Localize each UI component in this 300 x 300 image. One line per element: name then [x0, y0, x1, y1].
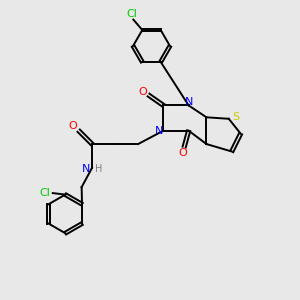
- Text: O: O: [68, 121, 77, 131]
- Text: Cl: Cl: [39, 188, 50, 198]
- Text: N: N: [82, 164, 90, 174]
- Text: N: N: [155, 126, 163, 136]
- Text: H: H: [95, 164, 102, 174]
- Text: S: S: [232, 112, 240, 122]
- Text: N: N: [184, 98, 193, 107]
- Text: O: O: [138, 87, 147, 97]
- Text: O: O: [178, 148, 187, 158]
- Text: Cl: Cl: [126, 9, 137, 19]
